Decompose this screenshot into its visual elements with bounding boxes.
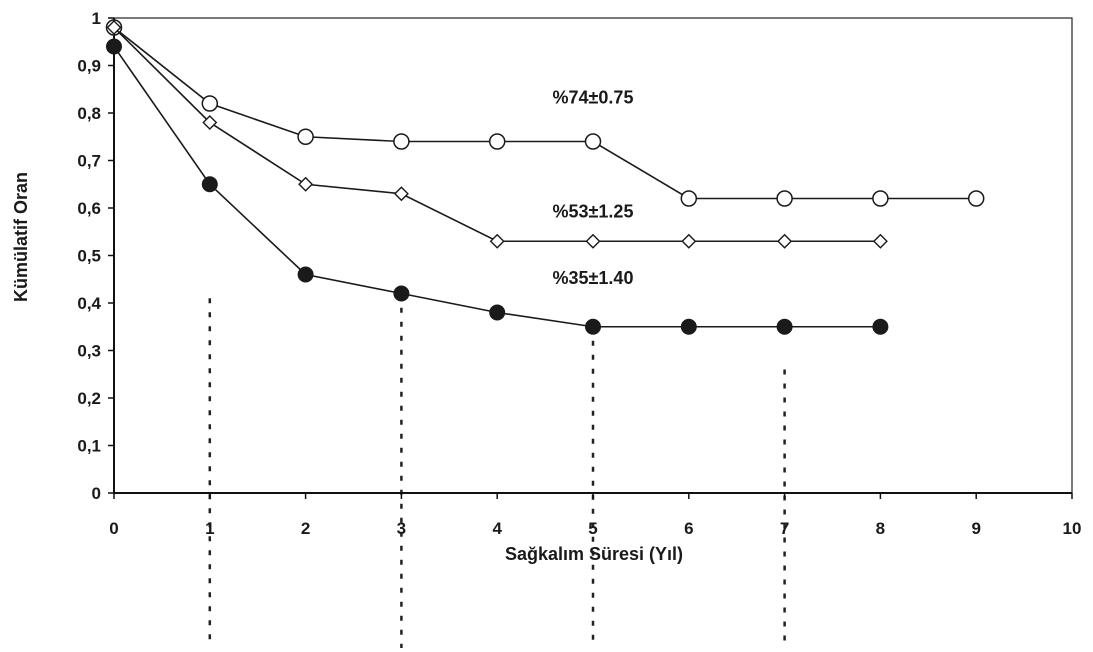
data-point [967,190,985,207]
y-tick-label: 0,8 [77,104,101,123]
data-point [393,133,410,150]
data-point [680,190,698,207]
y-tick-label: 0,2 [77,389,101,408]
y-tick-label: 0,9 [77,57,101,76]
data-point [585,233,601,249]
x-tick-label: 7 [780,519,789,538]
data-point [584,133,602,150]
data-point [872,190,889,207]
x-tick-label: 3 [397,519,406,538]
data-point [776,318,793,335]
series-1 [105,19,985,207]
series-line [113,46,881,328]
series-line [113,26,977,200]
data-point [201,176,218,193]
axes: 0 1 2 3 4 5 6 7 8 9 10 0 0,1 0,2 0,3 0,4 0,5 0,6 0,7 0,8 0,9… [77,9,1081,538]
x-tick-label: 10 [1063,519,1082,538]
y-tick-label: 0,1 [77,437,101,456]
x-tick-label: 1 [205,519,214,538]
y-tick-label: 0,3 [77,342,101,361]
data-point [393,285,410,302]
data-point [776,190,793,207]
data-point [777,233,793,249]
x-tick-label: 4 [492,519,502,538]
reference-lines [208,298,786,648]
annotation-label-2: %53±1.25 [553,202,634,222]
data-point [393,186,409,202]
annotation-label-1: %74±0.75 [553,88,634,108]
y-tick-label: 0,4 [77,294,101,313]
data-point [202,115,218,130]
annotations: %74±0.75 %53±1.25 %35±1.40 [553,88,634,289]
data-point [680,318,697,335]
data-point [106,20,122,35]
data-point [681,233,697,249]
data-point [872,318,889,335]
data-point [298,176,314,192]
y-tick-label: 0,6 [77,199,101,218]
data-point [106,38,122,55]
x-tick-label: 6 [684,519,693,538]
y-tick-label: 1 [92,9,101,28]
x-tick-label: 5 [588,519,597,538]
y-tick-label: 0,5 [77,247,101,266]
x-tick-label: 8 [876,519,885,538]
series-3 [106,38,889,335]
y-tick-label: 0 [92,484,101,503]
data-point [201,95,219,112]
y-tick-label: 0,7 [77,152,101,171]
data-point [488,133,506,150]
x-tick-label: 2 [301,519,310,538]
data-point [872,233,888,249]
series-2 [106,20,888,249]
x-tick-label: 0 [109,519,118,538]
data-point [297,128,314,145]
y-axis-title: Kümülatif Oran [11,172,31,302]
data-point [297,266,314,283]
x-tick-label: 9 [971,519,980,538]
data-point [585,318,601,335]
data-point [489,304,506,321]
annotation-label-3: %35±1.40 [553,268,634,288]
x-axis-title: Sağkalım Süresi (Yıl) [505,544,683,564]
series-layer [105,19,985,335]
data-point [489,233,505,249]
